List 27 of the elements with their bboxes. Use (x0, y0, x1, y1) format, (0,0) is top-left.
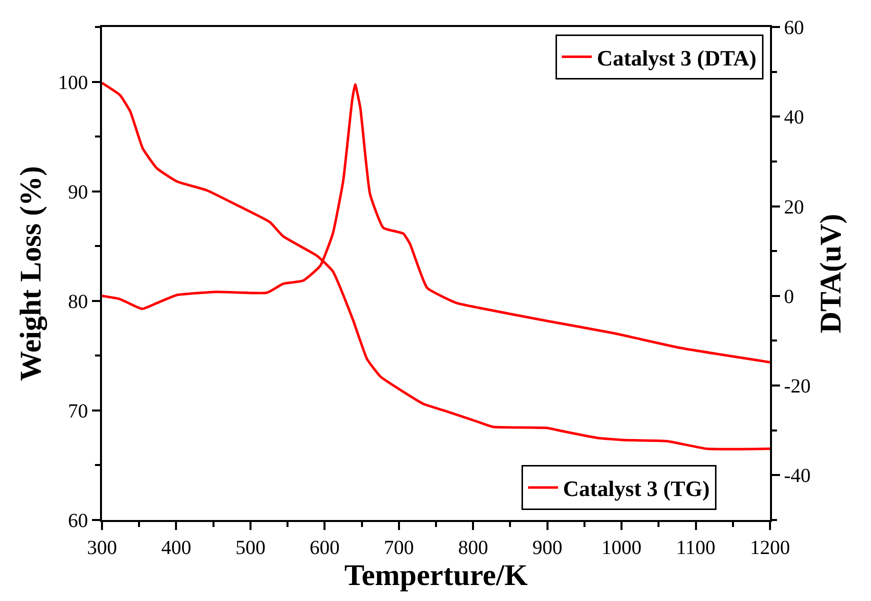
x-tick-label: 400 (161, 537, 192, 559)
x-tick-label: 300 (87, 537, 117, 559)
x-tick-label: 1100 (676, 537, 716, 559)
x-tick-label: 900 (532, 537, 562, 559)
x-tick-label: 1000 (602, 537, 642, 559)
line-series (102, 82, 770, 450)
x-tick-label: 1200 (750, 537, 790, 559)
y2-tick-label: -40 (784, 465, 811, 488)
y-axis-title: Weight Loss (%) (14, 166, 48, 382)
x-tick-label: 700 (384, 537, 414, 559)
x-tick-label: 800 (458, 537, 488, 559)
x-tick-label: 600 (310, 537, 340, 559)
legend-label: Catalyst 3 (TG) (563, 476, 710, 502)
x-axis-title: Temperture/K (344, 559, 528, 592)
y2-tick-label: 0 (784, 286, 794, 308)
legend-label: Catalyst 3 (DTA) (596, 45, 757, 70)
y-tick-label: 80 (68, 290, 88, 313)
y-tick-label: 90 (68, 181, 88, 204)
y2-tick-label: 60 (784, 17, 804, 39)
y2-tick-label: -20 (784, 376, 811, 398)
y-tick-label: 70 (68, 400, 88, 422)
x-tick-label: 500 (235, 537, 266, 559)
y2-axis-title: DTA(uV) (814, 214, 848, 334)
y2-tick-label: 20 (784, 196, 804, 218)
y2-tick-label: 40 (784, 106, 804, 129)
y-tick-label: 100 (58, 72, 88, 94)
y-tick-label: 60 (68, 510, 88, 532)
